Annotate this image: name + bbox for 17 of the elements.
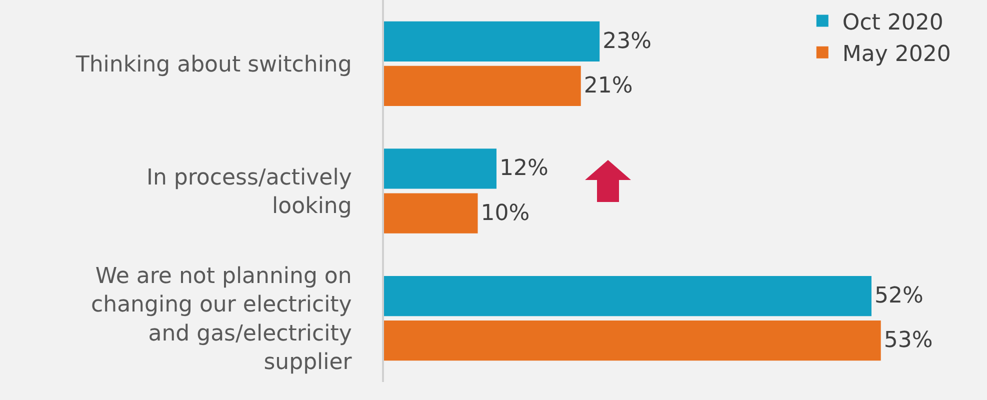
bar (384, 21, 600, 62)
data-label: 21% (584, 73, 633, 98)
bar (384, 193, 478, 234)
y-tick-label: We are not planning on changing our electricity and gas/electricity supplier (91, 264, 353, 375)
bar (384, 66, 581, 106)
data-label: 23% (602, 28, 652, 54)
legend-label: Oct 2020 (842, 10, 944, 36)
data-label: 53% (884, 328, 933, 354)
legend-label: May 2020 (842, 42, 951, 67)
bar (384, 276, 872, 316)
y-tick-label: Thinking about switching (74, 52, 352, 78)
data-label: 52% (874, 284, 924, 309)
y-tick-label: In process/actively looking (146, 165, 352, 219)
bar (384, 320, 881, 361)
bar (384, 148, 496, 189)
data-label: 12% (499, 156, 548, 182)
data-label: 10% (480, 200, 530, 226)
